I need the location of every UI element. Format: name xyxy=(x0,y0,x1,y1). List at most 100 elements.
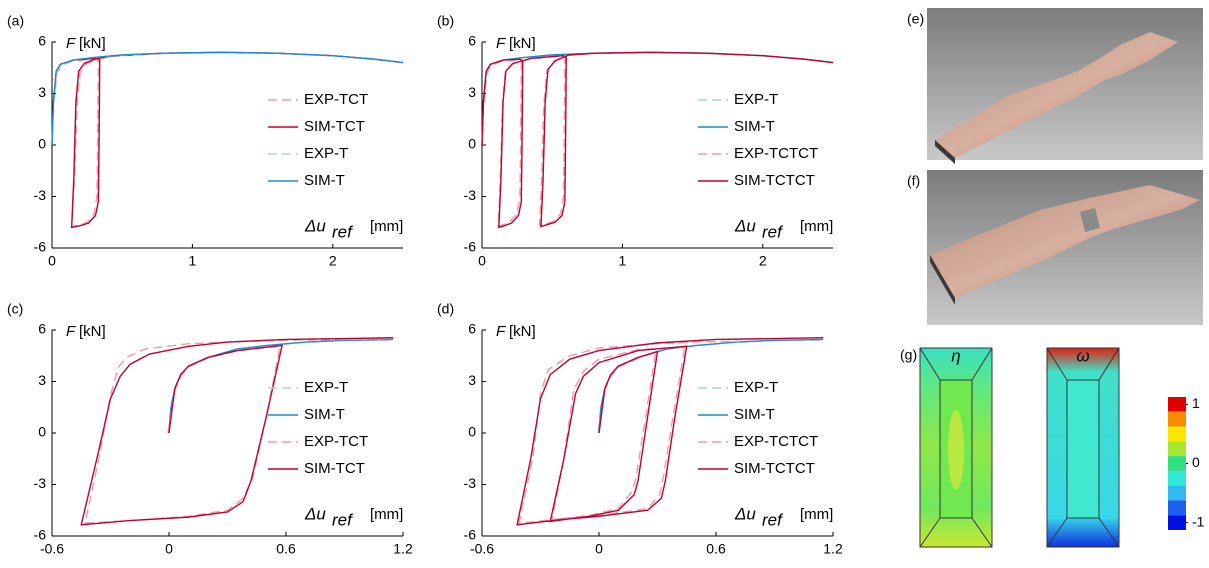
x-tick-label: 2 xyxy=(759,253,767,269)
colorbar-cell xyxy=(1168,456,1186,471)
y-label: [kN] xyxy=(509,35,536,52)
series-line xyxy=(597,339,824,434)
series-line xyxy=(51,51,404,229)
x-label: [mm] xyxy=(800,218,833,235)
colorbar-cell xyxy=(1168,500,1186,516)
series-line xyxy=(516,337,824,526)
y-tick-label: -3 xyxy=(464,187,477,203)
x-tick-label: 1 xyxy=(619,253,627,269)
series-line xyxy=(481,51,834,146)
y-tick-label: 6 xyxy=(468,33,476,49)
y-tick-label: 0 xyxy=(38,424,46,440)
legend-label: EXP-T xyxy=(304,145,348,162)
legend-label: SIM-TCT xyxy=(304,118,365,135)
x-tick-label: 1.2 xyxy=(393,541,413,557)
contour-eta xyxy=(919,347,993,548)
y-tick-label: 6 xyxy=(38,33,46,49)
colorbar-cell xyxy=(1168,441,1186,457)
x-label: ref xyxy=(332,222,354,241)
legend-label: SIM-T xyxy=(304,406,345,423)
x-label: Δu xyxy=(304,216,326,235)
legend-label: EXP-TCT xyxy=(304,91,368,108)
panel-label: (b) xyxy=(437,13,454,29)
legend-label: EXP-TCTCT xyxy=(734,433,818,450)
contour-omega xyxy=(1046,347,1120,548)
photo-f xyxy=(927,170,1203,325)
legend-label: EXP-T xyxy=(734,379,778,396)
y-tick-label: -3 xyxy=(34,187,47,203)
x-label: Δu xyxy=(734,504,756,523)
legend-label: EXP-T xyxy=(734,91,778,108)
y-label: F xyxy=(66,323,76,340)
colorbar-cell xyxy=(1168,470,1186,486)
series-line xyxy=(168,338,394,434)
contour-title: ω xyxy=(1076,346,1089,365)
y-tick-label: 3 xyxy=(468,372,476,388)
colorbar-cell xyxy=(1168,485,1186,501)
x-tick-label: 0 xyxy=(48,253,56,269)
panel-label: (d) xyxy=(437,301,454,317)
x-tick-label: 0.6 xyxy=(706,541,726,557)
y-label: [kN] xyxy=(79,323,106,340)
y-tick-label: -6 xyxy=(464,527,477,543)
legend-label: SIM-T xyxy=(734,406,775,423)
x-tick-label: 0 xyxy=(478,253,486,269)
photo-e xyxy=(927,8,1203,164)
x-tick-label: 2 xyxy=(329,253,337,269)
x-label: Δu xyxy=(304,504,326,523)
y-tick-label: 6 xyxy=(38,321,46,337)
panel-label: (c) xyxy=(7,301,23,317)
y-tick-label: -3 xyxy=(464,475,477,491)
colorbar-cell xyxy=(1168,515,1186,530)
legend-label: EXP-TCTCT xyxy=(734,145,818,162)
series-line xyxy=(51,51,404,146)
y-tick-label: 3 xyxy=(38,372,46,388)
x-label: ref xyxy=(332,510,354,529)
series-line xyxy=(84,337,394,524)
y-tick-label: -3 xyxy=(34,475,47,491)
panel-label: (f) xyxy=(907,173,920,189)
contour-title: η xyxy=(951,346,960,365)
series-line xyxy=(481,51,834,229)
legend-label: SIM-T xyxy=(734,118,775,135)
panel-label: (a) xyxy=(7,13,24,29)
x-tick-label: -0.6 xyxy=(40,541,64,557)
colorbar-cell xyxy=(1168,397,1186,412)
y-tick-label: 3 xyxy=(468,84,476,100)
x-tick-label: 0 xyxy=(595,541,603,557)
legend-label: EXP-T xyxy=(304,379,348,396)
x-label: ref xyxy=(762,510,784,529)
legend-label: SIM-TCTCT xyxy=(734,172,815,189)
x-tick-label: -0.6 xyxy=(470,541,494,557)
x-tick-label: 1.2 xyxy=(823,541,843,557)
y-label: [kN] xyxy=(79,35,106,52)
colorbar-cell xyxy=(1168,426,1186,442)
x-label: Δu xyxy=(734,216,756,235)
colorbar-cell xyxy=(1168,411,1186,427)
y-tick-label: 6 xyxy=(468,321,476,337)
y-label: [kN] xyxy=(509,323,536,340)
series-line xyxy=(598,338,824,434)
y-tick-label: -6 xyxy=(464,239,477,255)
y-tick-label: -6 xyxy=(34,527,47,543)
y-label: F xyxy=(66,35,76,52)
colorbar-tick-label: 1 xyxy=(1192,395,1200,411)
y-tick-label: -6 xyxy=(34,239,47,255)
series-line xyxy=(481,51,834,228)
x-label: [mm] xyxy=(370,218,403,235)
x-tick-label: 0.6 xyxy=(276,541,296,557)
x-tick-label: 0 xyxy=(165,541,173,557)
y-tick-label: 0 xyxy=(38,136,46,152)
y-tick-label: 0 xyxy=(468,424,476,440)
series-line xyxy=(51,51,404,228)
series-line xyxy=(80,337,394,526)
x-label: ref xyxy=(762,222,784,241)
series-line xyxy=(481,51,834,146)
legend-label: SIM-TCTCT xyxy=(734,460,815,477)
y-tick-label: 0 xyxy=(468,136,476,152)
series-line xyxy=(518,340,740,524)
legend-label: SIM-T xyxy=(304,172,345,189)
panel-label: (g) xyxy=(900,347,917,363)
legend-label: SIM-TCT xyxy=(304,460,365,477)
